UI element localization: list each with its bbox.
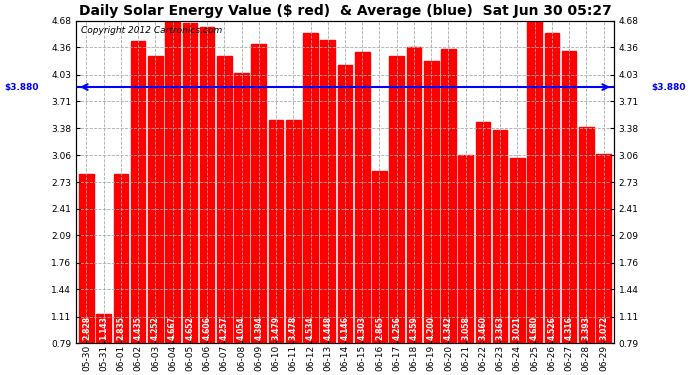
Bar	[372, 171, 387, 343]
Bar	[544, 33, 559, 343]
Bar	[251, 44, 266, 343]
Bar	[166, 22, 180, 343]
Text: 2.828: 2.828	[82, 316, 91, 340]
Text: 4.680: 4.680	[530, 316, 539, 340]
Bar	[355, 52, 370, 343]
Bar	[234, 73, 249, 343]
Bar	[441, 49, 456, 343]
Text: 4.534: 4.534	[306, 316, 315, 340]
Text: 4.394: 4.394	[255, 316, 264, 340]
Text: 4.448: 4.448	[323, 316, 333, 340]
Bar	[217, 56, 232, 343]
Text: 4.054: 4.054	[237, 316, 246, 340]
Bar	[406, 47, 422, 343]
Text: Copyright 2012 Cartronics.com: Copyright 2012 Cartronics.com	[81, 26, 223, 34]
Bar	[148, 56, 163, 343]
Text: 4.257: 4.257	[220, 316, 229, 340]
Bar	[286, 120, 301, 343]
Bar	[527, 21, 542, 343]
Text: 2.835: 2.835	[117, 316, 126, 340]
Text: 3.058: 3.058	[461, 316, 470, 340]
Text: 4.359: 4.359	[409, 316, 418, 340]
Text: 1.143: 1.143	[99, 316, 108, 340]
Title: Daily Solar Energy Value ($ red)  & Average (blue)  Sat Jun 30 05:27: Daily Solar Energy Value ($ red) & Avera…	[79, 4, 611, 18]
Text: 4.303: 4.303	[357, 316, 367, 340]
Bar	[337, 65, 353, 343]
Text: 4.200: 4.200	[426, 316, 435, 340]
Bar	[424, 60, 439, 343]
Bar	[562, 51, 576, 343]
Text: 4.435: 4.435	[134, 316, 143, 340]
Text: 4.256: 4.256	[392, 316, 401, 340]
Bar	[97, 314, 111, 343]
Text: 3.021: 3.021	[513, 316, 522, 340]
Bar	[475, 122, 490, 343]
Text: 4.606: 4.606	[203, 316, 212, 340]
Text: $3.880: $3.880	[651, 82, 686, 92]
Bar	[579, 128, 593, 343]
Text: 4.652: 4.652	[186, 316, 195, 340]
Text: 4.667: 4.667	[168, 316, 177, 340]
Bar	[200, 27, 215, 343]
Bar	[458, 155, 473, 343]
Bar	[320, 40, 335, 343]
Bar	[79, 174, 94, 343]
Text: 4.316: 4.316	[564, 316, 573, 340]
Bar	[268, 120, 284, 343]
Bar	[114, 174, 128, 343]
Bar	[389, 56, 404, 343]
Text: 3.478: 3.478	[289, 316, 298, 340]
Bar	[303, 33, 318, 343]
Bar	[510, 158, 524, 343]
Text: $3.880: $3.880	[4, 82, 39, 92]
Bar	[596, 154, 611, 343]
Bar	[493, 130, 507, 343]
Text: 3.072: 3.072	[599, 316, 608, 340]
Text: 4.146: 4.146	[340, 316, 350, 340]
Text: 3.363: 3.363	[495, 316, 504, 340]
Text: 4.342: 4.342	[444, 316, 453, 340]
Text: 4.526: 4.526	[547, 316, 556, 340]
Bar	[183, 23, 197, 343]
Bar	[131, 41, 146, 343]
Text: 3.479: 3.479	[272, 316, 281, 340]
Text: 4.252: 4.252	[151, 316, 160, 340]
Text: 3.460: 3.460	[478, 316, 487, 340]
Text: 3.393: 3.393	[582, 316, 591, 340]
Text: 2.865: 2.865	[375, 316, 384, 340]
